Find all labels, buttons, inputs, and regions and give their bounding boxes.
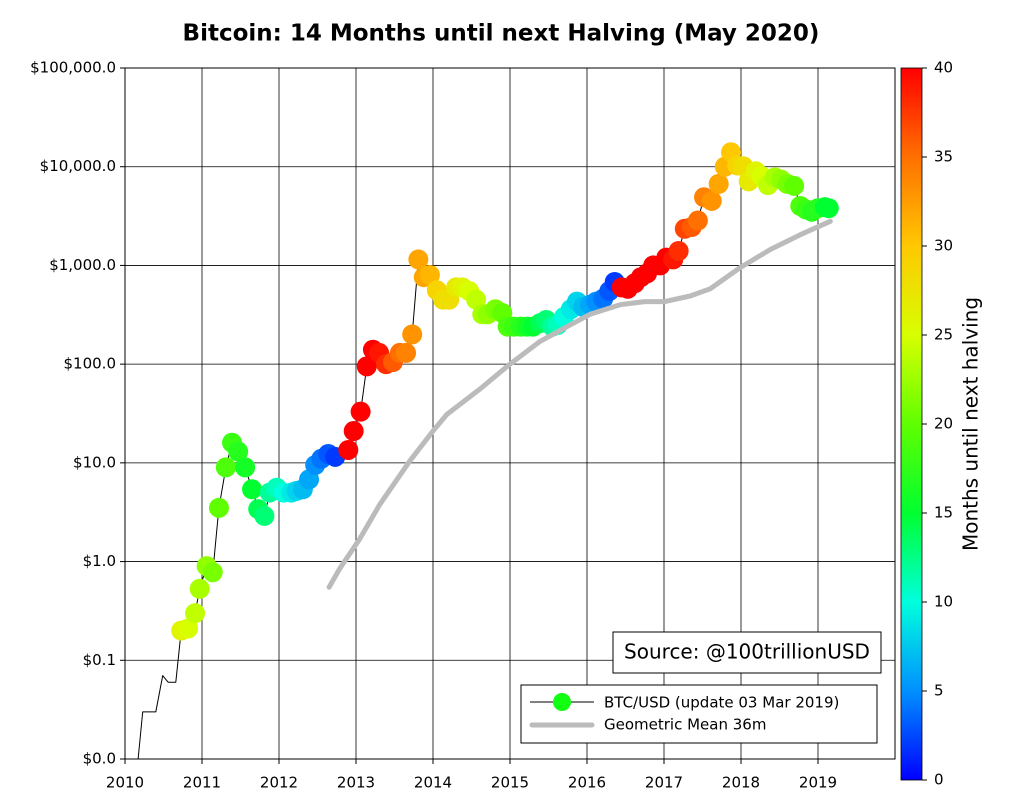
colorbar-tick-label: 40 xyxy=(934,59,953,77)
colorbar-tick-label: 35 xyxy=(934,148,953,166)
price-marker xyxy=(178,618,199,639)
legend-marker xyxy=(553,693,571,711)
annotation-box xyxy=(612,631,882,674)
x-tick-label: 2019 xyxy=(799,774,837,792)
colorbar-tick-label: 25 xyxy=(934,326,953,344)
price-marker xyxy=(338,439,359,460)
plot-frame xyxy=(124,67,896,760)
y-tick-label: $0.0 xyxy=(83,750,116,768)
price-marker xyxy=(818,198,839,219)
price-marker xyxy=(687,210,708,231)
price-marker xyxy=(228,441,249,462)
y-tick-label: $100.0 xyxy=(64,355,117,373)
price-marker xyxy=(701,190,722,211)
y-tick-label: $100,000.0 xyxy=(30,59,116,77)
legend-box xyxy=(520,684,878,744)
price-marker xyxy=(668,241,689,262)
x-tick-label: 2016 xyxy=(568,774,606,792)
x-tick-label: 2012 xyxy=(260,774,298,792)
x-tick-label: 2010 xyxy=(106,774,144,792)
colorbar xyxy=(900,67,923,781)
price-marker xyxy=(242,479,263,500)
price-marker xyxy=(235,457,256,478)
price-marker xyxy=(215,457,236,478)
price-marker xyxy=(343,421,364,442)
y-tick-label: $10.0 xyxy=(73,453,116,471)
price-marker xyxy=(419,264,440,285)
price-marker xyxy=(350,401,371,422)
price-marker xyxy=(208,497,229,518)
price-marker xyxy=(254,505,275,526)
y-tick-label: $0.1 xyxy=(83,651,116,669)
price-marker xyxy=(396,342,417,363)
price-marker xyxy=(202,562,223,583)
y-tick-label: $10,000.0 xyxy=(40,157,116,175)
price-marker xyxy=(185,603,206,624)
x-tick-label: 2011 xyxy=(183,774,221,792)
colorbar-label: Months until next halving xyxy=(959,297,983,551)
price-marker xyxy=(708,173,729,194)
colorbar-tick-label: 5 xyxy=(934,682,944,700)
x-tick-label: 2014 xyxy=(414,774,452,792)
price-marker xyxy=(189,578,210,599)
x-tick-label: 2015 xyxy=(491,774,529,792)
colorbar-tick-label: 10 xyxy=(934,593,953,611)
colorbar-tick-label: 15 xyxy=(934,504,953,522)
chart-title: Bitcoin: 14 Months until next Halving (M… xyxy=(183,21,820,47)
price-marker xyxy=(402,324,423,345)
price-marker xyxy=(784,175,805,196)
x-tick-label: 2017 xyxy=(645,774,683,792)
colorbar-tick-label: 0 xyxy=(934,771,944,789)
mean-line xyxy=(326,218,833,590)
y-tick-label: $1,000.0 xyxy=(49,256,116,274)
price-marker xyxy=(408,249,429,270)
x-tick-label: 2013 xyxy=(337,774,375,792)
annotation: Source: @100trillionUSD xyxy=(624,640,870,664)
colorbar-tick-label: 30 xyxy=(934,237,953,255)
legend-label: BTC/USD (update 03 Mar 2019) xyxy=(604,694,839,712)
price-marker xyxy=(356,356,377,377)
legend-label: Geometric Mean 36m xyxy=(604,716,766,734)
x-tick-label: 2018 xyxy=(722,774,760,792)
colorbar-tick-label: 20 xyxy=(934,415,953,433)
y-tick-label: $1.0 xyxy=(83,552,116,570)
